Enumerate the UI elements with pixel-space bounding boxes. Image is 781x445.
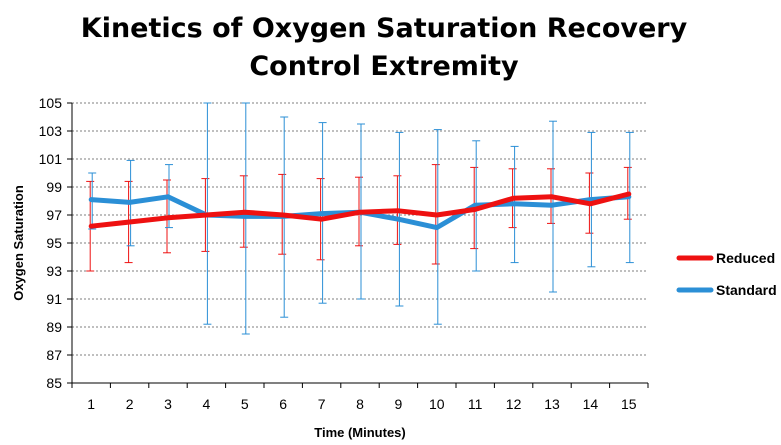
y-tick-label: 95	[46, 235, 62, 251]
y-tick-label: 105	[39, 95, 63, 111]
chart-title-line-1: Kinetics of Oxygen Saturation Recovery	[81, 13, 688, 44]
x-tick-label: 14	[583, 396, 599, 412]
y-tick-label: 87	[46, 347, 62, 363]
x-tick-label: 15	[621, 396, 637, 412]
x-tick-label: 12	[506, 396, 522, 412]
x-tick-label: 4	[203, 396, 211, 412]
y-axis-label: Oxygen Saturation	[11, 185, 26, 301]
x-tick-label: 1	[87, 396, 95, 412]
y-tick-label: 101	[39, 151, 63, 167]
y-tick-label: 103	[39, 123, 63, 139]
legend-label: Reduced	[716, 250, 775, 266]
x-tick-label: 8	[356, 396, 364, 412]
legend-label: Standard	[716, 282, 777, 298]
x-tick-label: 10	[429, 396, 445, 412]
y-tick-label: 85	[46, 375, 62, 391]
legend-item-standard: Standard	[676, 282, 777, 298]
x-tick-label: 9	[395, 396, 403, 412]
y-tick-label: 97	[46, 207, 62, 223]
series-line-reduced	[88, 191, 632, 229]
x-tick-label: 3	[164, 396, 172, 412]
y-axis-ticks: 85 87 89 91 93 95 97 99 101 103 105	[39, 95, 72, 391]
x-tick-label: 11	[468, 396, 483, 412]
y-tick-label: 93	[46, 263, 62, 279]
x-tick-label: 5	[241, 396, 249, 412]
legend-item-reduced: Reduced	[676, 250, 775, 266]
x-tick-label: 2	[126, 396, 134, 412]
x-tick-label: 6	[279, 396, 287, 412]
y-tick-label: 91	[46, 291, 62, 307]
chart-title-line-2: Control Extremity	[249, 51, 519, 82]
y-tick-label: 89	[46, 319, 62, 335]
series-lines	[88, 191, 632, 231]
x-tick-label: 13	[544, 396, 560, 412]
x-tick-label: 7	[318, 396, 326, 412]
x-axis-label: Time (Minutes)	[314, 425, 406, 440]
y-tick-label: 99	[46, 179, 62, 195]
gridlines	[72, 102, 648, 356]
legend: Reduced Standard	[676, 250, 777, 298]
x-axis-ticks: 1 2 3 4 5 6 7 8 9 10 11 12 13 14 15	[71, 383, 649, 412]
